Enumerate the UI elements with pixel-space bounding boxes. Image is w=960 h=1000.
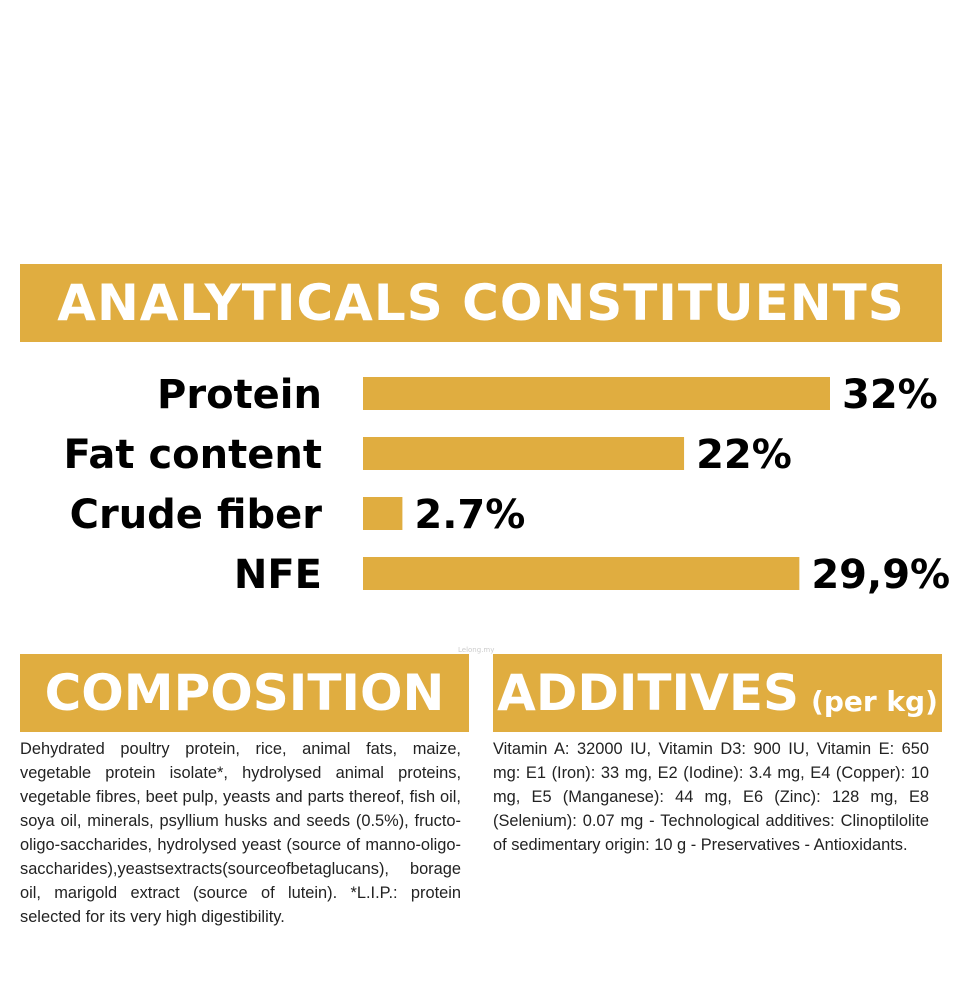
additives-header: ADDITIVES (per kg) bbox=[493, 654, 942, 732]
composition-header: COMPOSITION bbox=[20, 654, 469, 732]
bar bbox=[363, 437, 685, 470]
watermark-logo: Lelong.my bbox=[458, 646, 495, 654]
nutrient-bar-chart: Protein 32% Fat content 22% Crude fiber 2.7% N… bbox=[63, 372, 950, 598]
bar bbox=[363, 377, 830, 410]
value-label: 2.7% bbox=[414, 492, 525, 538]
additives-unit: (per kg) bbox=[811, 685, 938, 718]
category-label: Crude fiber bbox=[70, 492, 323, 538]
bar bbox=[363, 497, 403, 530]
value-label: 29,9% bbox=[811, 552, 950, 598]
analytics-title: ANALYTICALS CONSTITUENTS bbox=[57, 274, 905, 332]
composition-title: COMPOSITION bbox=[44, 664, 445, 722]
value-label: 32% bbox=[842, 372, 938, 418]
value-label: 22% bbox=[696, 432, 792, 478]
additives-text: Vitamin A: 32000 IU, Vitamin D3: 900 IU,… bbox=[493, 740, 929, 854]
category-label: Protein bbox=[157, 372, 322, 418]
bar bbox=[363, 557, 800, 590]
category-label: NFE bbox=[234, 552, 322, 598]
analytics-header: ANALYTICALS CONSTITUENTS bbox=[20, 264, 942, 342]
additives-title: ADDITIVES bbox=[497, 664, 800, 722]
category-label: Fat content bbox=[63, 432, 322, 478]
composition-text: Dehydrated poultry protein, rice, animal… bbox=[20, 740, 461, 926]
